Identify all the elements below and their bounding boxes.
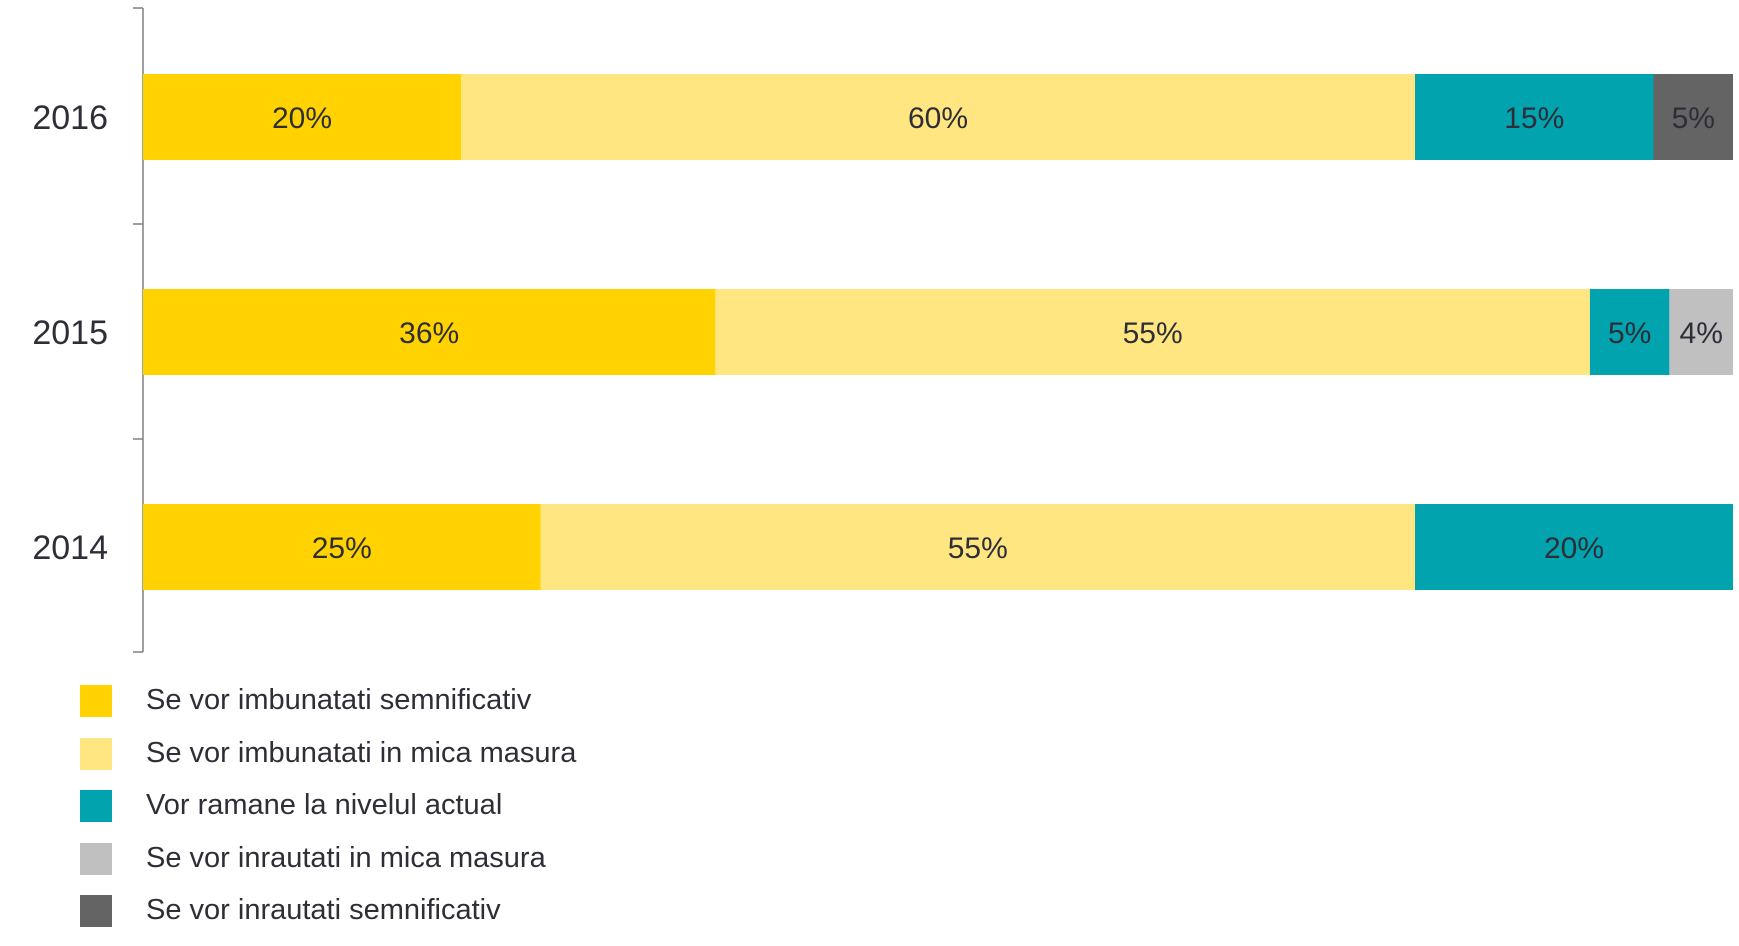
- bar-segment: [540, 504, 1415, 590]
- bar-segment: [1669, 289, 1733, 375]
- bar-segment: [1415, 74, 1654, 160]
- data-label: 55%: [948, 532, 1008, 565]
- bar-segment: [143, 289, 716, 375]
- legend-label: Se vor imbunatati in mica masura: [146, 736, 577, 769]
- legend-label: Se vor inrautati semnificativ: [146, 894, 501, 926]
- bar-segment: [1589, 289, 1670, 375]
- legend-swatch: [80, 790, 112, 822]
- bar-segments: [143, 74, 1733, 590]
- data-label: 20%: [272, 102, 332, 135]
- y-axis: [133, 7, 144, 653]
- data-label: 4%: [1680, 317, 1723, 350]
- bar-segment: [143, 74, 461, 160]
- data-label: 5%: [1608, 317, 1651, 350]
- bar-segment: [461, 74, 1415, 160]
- legend-swatch: [80, 685, 112, 717]
- data-label: 55%: [1123, 317, 1183, 350]
- data-label: 5%: [1672, 102, 1715, 135]
- legend-swatch: [80, 842, 112, 875]
- data-label: 36%: [399, 317, 459, 350]
- category-labels: 2016 2015 2014: [32, 99, 108, 567]
- bar-segment: [715, 289, 1590, 375]
- legend-swatch: [80, 737, 112, 770]
- stacked-bar-chart: 20% 60% 15% 5%36% 55% 5% 4%25% 55% 20% 201620152…: [32, 7, 1733, 653]
- legend-swatch: [80, 895, 112, 927]
- category-label: 2014: [32, 529, 108, 567]
- legend-label: Se vor inrautati in mica masura: [146, 841, 546, 874]
- bar-segment: [1653, 74, 1733, 160]
- bar-segment: [1415, 504, 1733, 590]
- legend-label: Se vor imbunatati semnificativ: [146, 684, 532, 716]
- bar-segment: [143, 504, 541, 590]
- data-labels: 20% 60% 15% 5% 36% 55% 5% 4% 25% 55% 20%: [272, 102, 1723, 565]
- legend-label: Vor ramane la nivelul actual: [146, 789, 503, 821]
- data-label: 15%: [1504, 102, 1564, 135]
- data-label: 60%: [908, 102, 968, 135]
- category-label: 2015: [32, 314, 108, 352]
- data-label: 20%: [1544, 532, 1604, 565]
- data-label: 25%: [312, 532, 372, 565]
- category-label: 2016: [32, 99, 108, 137]
